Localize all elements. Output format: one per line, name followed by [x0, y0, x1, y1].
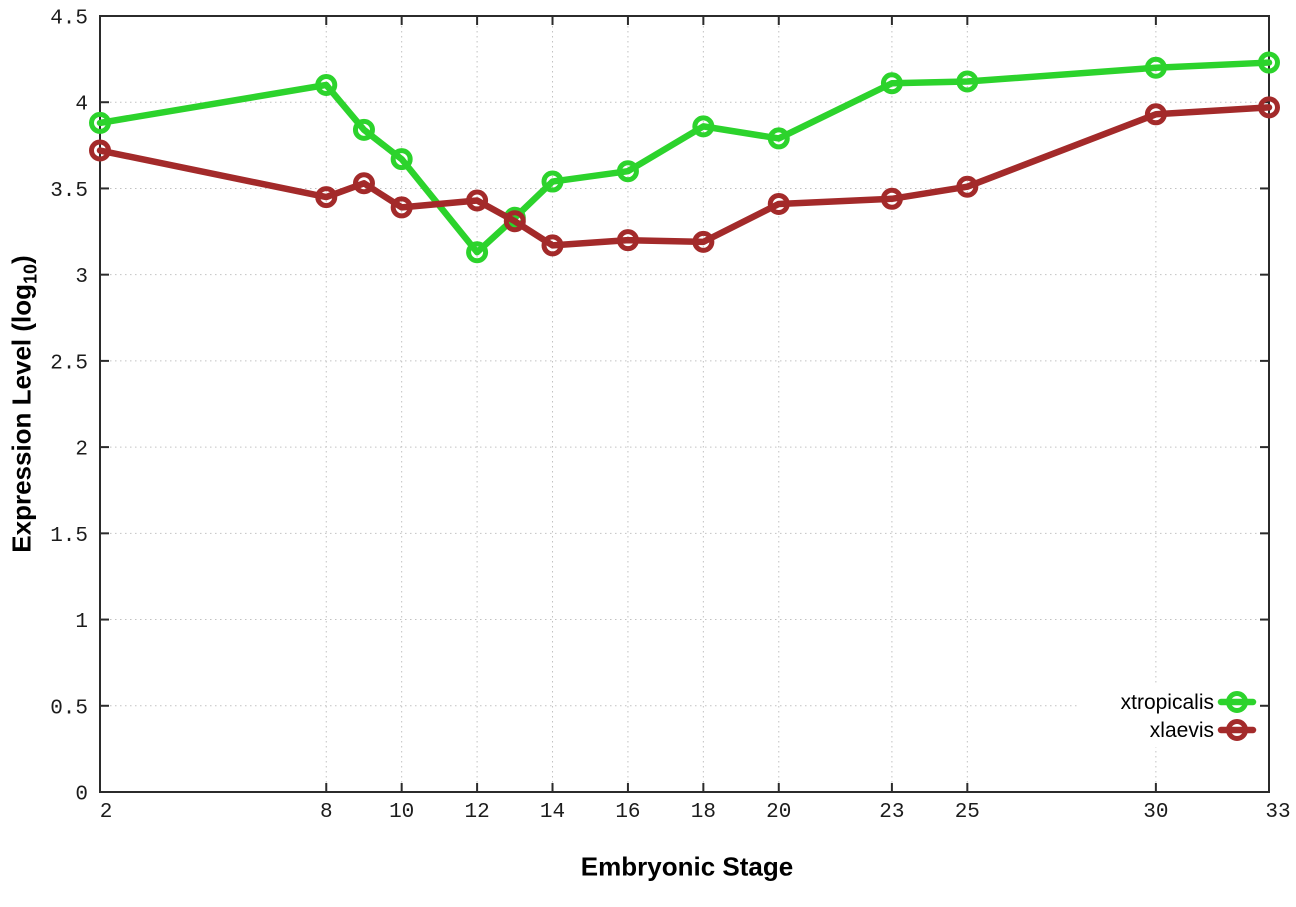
series-line-xtropicalis: [96, 59, 1273, 256]
data-point-xlaevis: [956, 175, 979, 198]
x-tick-label: 25: [955, 801, 980, 824]
x-tick-label: 8: [320, 801, 333, 824]
data-point-xlaevis: [616, 229, 639, 252]
data-point-xtropicalis: [1144, 56, 1167, 79]
y-tick-label: 4: [75, 94, 88, 117]
data-point-xtropicalis: [466, 241, 489, 264]
legend-label-xtropicalis: xtropicalis: [1121, 691, 1214, 714]
y-tick-label: 0: [75, 784, 88, 807]
x-axis-title: Embryonic Stage: [580, 851, 794, 882]
y-axis-title-close: ): [6, 255, 37, 264]
data-point-xlaevis: [880, 187, 903, 210]
data-point-xlaevis: [1144, 103, 1167, 126]
x-tick-label: 23: [879, 801, 904, 824]
y-tick-label: 2: [75, 439, 88, 462]
data-point-xtropicalis: [880, 72, 903, 95]
y-tick-label: 1.5: [50, 525, 88, 548]
data-point-xlaevis: [692, 230, 715, 253]
series-line-xlaevis: [96, 104, 1273, 249]
x-tick-label: 30: [1143, 801, 1168, 824]
data-point-xlaevis: [352, 172, 375, 195]
x-tick-label: 33: [1265, 801, 1290, 824]
x-tick-label: 18: [691, 801, 716, 824]
y-axis-title-text: Expression Level (log: [6, 283, 37, 553]
data-point-xtropicalis: [390, 148, 413, 171]
data-point-xtropicalis: [541, 170, 564, 193]
data-point-xlaevis: [390, 196, 413, 219]
y-tick-label: 4.5: [50, 8, 88, 31]
data-point-xlaevis: [541, 234, 564, 257]
y-tick-label: 3.5: [50, 180, 88, 203]
x-tick-label: 14: [540, 801, 565, 824]
y-axis-title-subscript: 10: [20, 263, 41, 284]
data-point-xlaevis: [315, 186, 338, 209]
data-point-xtropicalis: [616, 160, 639, 183]
data-point-xtropicalis: [692, 115, 715, 138]
y-axis-title: Expression Level (log10): [6, 255, 41, 552]
data-point-xtropicalis: [89, 111, 111, 134]
data-point-xlaevis: [767, 192, 790, 215]
y-tick-label: 0.5: [50, 697, 88, 720]
x-tick-label: 10: [389, 801, 414, 824]
x-tick-label: 12: [464, 801, 489, 824]
data-point-xlaevis: [503, 210, 526, 233]
legend-marker-xtropicalis: [1226, 691, 1248, 713]
x-tick-label: 16: [615, 801, 640, 824]
plot-border: [99, 15, 1270, 793]
data-point-xlaevis: [1258, 96, 1280, 119]
data-point-xlaevis: [89, 139, 111, 162]
x-tick-label: 20: [766, 801, 791, 824]
data-point-xtropicalis: [1258, 51, 1280, 74]
y-tick-label: 3: [75, 266, 88, 289]
legend-marker-xlaevis: [1226, 719, 1248, 741]
data-point-xtropicalis: [767, 127, 790, 150]
legend-label-xlaevis: xlaevis: [1150, 719, 1214, 742]
x-tick-label: 2: [100, 801, 113, 824]
data-point-xtropicalis: [352, 118, 375, 141]
y-tick-label: 2.5: [50, 352, 88, 375]
data-point-xtropicalis: [956, 70, 979, 93]
data-point-xtropicalis: [315, 73, 338, 96]
y-tick-label: 1: [75, 611, 88, 634]
data-point-xlaevis: [466, 189, 489, 212]
